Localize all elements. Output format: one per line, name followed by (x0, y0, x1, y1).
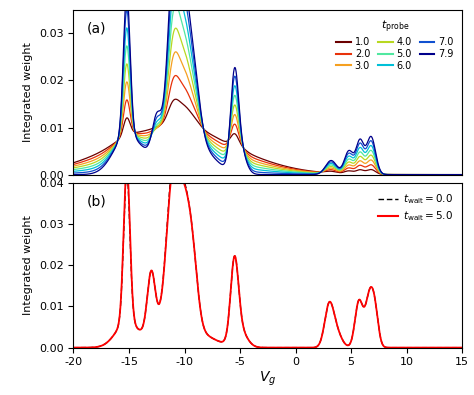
Y-axis label: Integrated weight: Integrated weight (23, 215, 34, 315)
Y-axis label: Integrated weight: Integrated weight (23, 42, 34, 142)
Legend: $t_{\mathrm{wait}} = 0.0$, $t_{\mathrm{wait}} = 5.0$: $t_{\mathrm{wait}} = 0.0$, $t_{\mathrm{w… (374, 188, 457, 227)
Legend: 1.0, 2.0, 3.0, 4.0, 5.0, 6.0, 7.0, 7.9: 1.0, 2.0, 3.0, 4.0, 5.0, 6.0, 7.0, 7.9 (332, 15, 457, 75)
Text: (b): (b) (87, 194, 107, 209)
Text: (a): (a) (87, 21, 107, 36)
X-axis label: $V_g$: $V_g$ (259, 370, 276, 388)
